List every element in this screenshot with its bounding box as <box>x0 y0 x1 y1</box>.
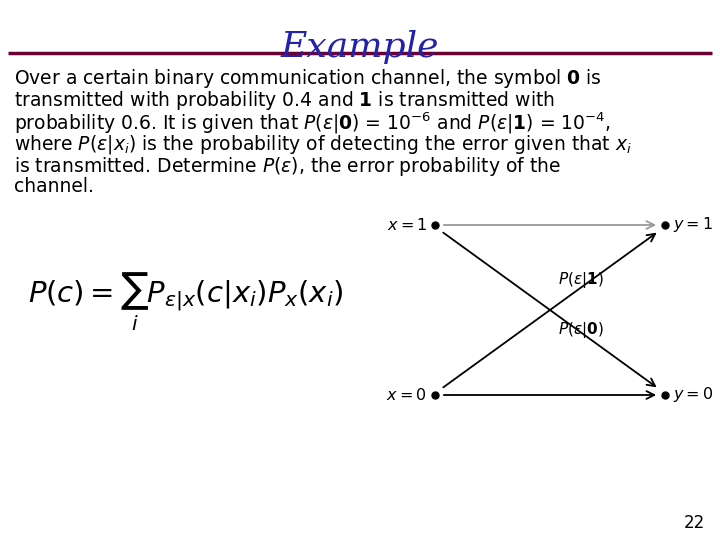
Text: $x = 1$: $x = 1$ <box>387 217 427 233</box>
Text: $y = 1$: $y = 1$ <box>673 215 714 234</box>
Text: channel.: channel. <box>14 177 94 196</box>
Text: $y = 0$: $y = 0$ <box>673 386 714 404</box>
Text: $P(\epsilon|\mathbf{0})$: $P(\epsilon|\mathbf{0})$ <box>558 320 603 340</box>
Text: $P(\epsilon|\mathbf{1})$: $P(\epsilon|\mathbf{1})$ <box>558 270 603 290</box>
Text: Over a certain binary communication channel, the symbol $\mathbf{0}$ is: Over a certain binary communication chan… <box>14 67 602 90</box>
Text: where $P(\epsilon|x_i)$ is the probability of detecting the error given that $x_: where $P(\epsilon|x_i)$ is the probabili… <box>14 133 631 156</box>
Text: $x = 0$: $x = 0$ <box>387 387 427 403</box>
Text: is transmitted. Determine $P(\epsilon)$, the error probability of the: is transmitted. Determine $P(\epsilon)$,… <box>14 155 561 178</box>
Text: Example: Example <box>281 30 439 64</box>
Text: $P(c) = \sum_i P_{\epsilon|x}(c|x_i)P_x(x_i)$: $P(c) = \sum_i P_{\epsilon|x}(c|x_i)P_x(… <box>28 271 343 333</box>
Text: transmitted with probability 0.4 and $\mathbf{1}$ is transmitted with: transmitted with probability 0.4 and $\m… <box>14 89 555 112</box>
Text: probability 0.6. It is given that $P(\epsilon|\mathbf{0})$ = 10$^{-6}$ and $P(\e: probability 0.6. It is given that $P(\ep… <box>14 111 611 137</box>
Text: 22: 22 <box>684 514 705 532</box>
